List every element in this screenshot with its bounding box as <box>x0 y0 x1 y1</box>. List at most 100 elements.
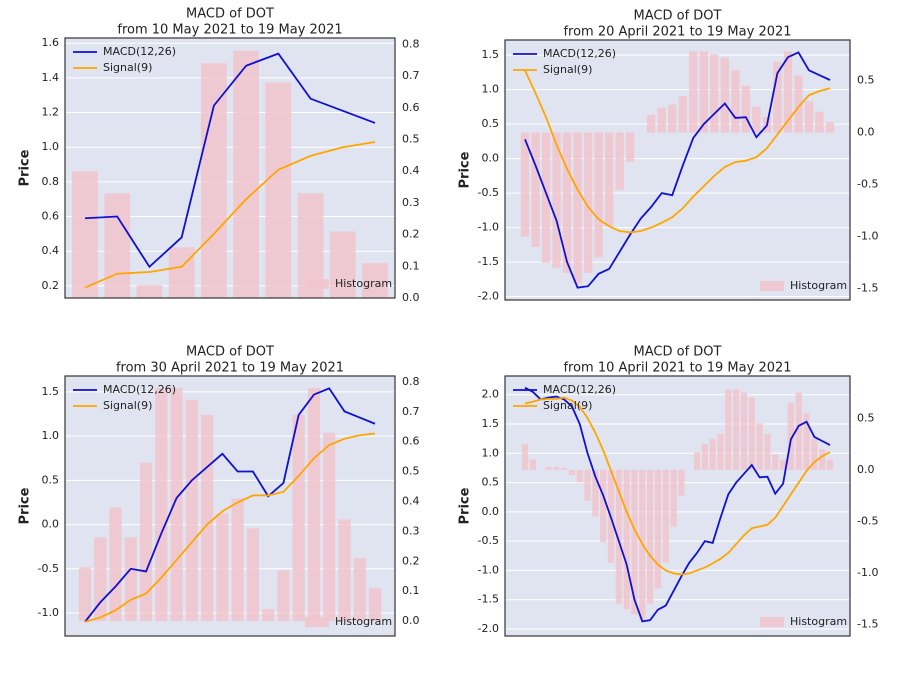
histogram-bar <box>689 51 698 133</box>
series-line <box>524 69 831 234</box>
histogram-bar <box>521 444 529 470</box>
legend-swatch <box>305 279 329 289</box>
histogram-bar <box>693 452 701 470</box>
y2-tick-label: -0.5 <box>857 178 878 191</box>
legend-label: Signal(9) <box>543 399 592 412</box>
histogram-bar <box>678 96 687 133</box>
chart-title: MACD of DOT <box>186 345 274 360</box>
y-tick-label: 0.5 <box>482 117 500 130</box>
histogram-bar <box>733 389 740 470</box>
y2-tick-label: 0.2 <box>402 554 420 567</box>
y-tick-label: 0.5 <box>42 473 60 486</box>
y-tick-label: -2.0 <box>478 622 499 635</box>
y2-tick-label: 0.4 <box>402 164 420 177</box>
histogram-bar <box>307 387 321 622</box>
y-tick-label: -1.5 <box>478 593 499 606</box>
series-line <box>84 387 376 623</box>
y2-tick-label: 0.6 <box>402 435 420 448</box>
legend-swatch <box>760 617 784 627</box>
histogram-bar <box>709 438 716 470</box>
histogram-bar <box>545 466 552 470</box>
y2-tick-label: 0.0 <box>857 126 875 139</box>
plot-frame <box>64 375 396 637</box>
y-tick-label: -1.0 <box>38 606 59 619</box>
histogram-bar <box>170 387 183 622</box>
histogram-bar <box>699 51 708 133</box>
histogram-bar <box>764 433 771 470</box>
histogram-bar <box>155 387 168 622</box>
histogram-bar <box>323 432 336 622</box>
histogram-bar <box>752 106 761 133</box>
y-tick-label: 0.0 <box>482 152 500 165</box>
histogram-bar <box>748 397 755 470</box>
histogram-bar <box>670 469 677 527</box>
histogram-bar <box>520 132 530 237</box>
histogram-bar <box>78 567 92 622</box>
y2-tick-label: 0.7 <box>402 69 420 82</box>
y-tick-label: 1.6 <box>42 36 60 49</box>
histogram-bar <box>615 132 624 190</box>
histogram-bar <box>662 469 669 563</box>
y-axis-label: Price <box>18 149 33 186</box>
legend-label: Signal(9) <box>543 63 592 76</box>
y2-tick-label: 0.0 <box>402 291 420 304</box>
histogram-bar <box>678 469 685 496</box>
y-tick-label: 1.0 <box>42 429 60 442</box>
histogram-bar <box>794 75 803 133</box>
histogram-bar <box>338 519 351 622</box>
legend-label: Histogram <box>335 615 392 628</box>
histogram-bar <box>201 63 227 299</box>
series-line <box>524 386 831 623</box>
plot-area <box>505 40 850 300</box>
legend-label: Histogram <box>335 277 392 290</box>
plot-frame <box>504 375 851 637</box>
legend-label: MACD(12,26) <box>103 383 176 396</box>
y-tick-label: -1.5 <box>478 255 499 268</box>
chart-subtitle: from 30 April 2021 to 19 May 2021 <box>116 361 344 376</box>
histogram-bar <box>811 438 818 470</box>
y2-tick-label: 0.2 <box>402 228 420 241</box>
y-tick-label: -1.0 <box>478 563 499 576</box>
histogram-bar <box>529 459 536 470</box>
histogram-bar <box>741 85 751 133</box>
y-tick-label: 1.2 <box>42 106 60 119</box>
histogram-bar <box>825 122 835 133</box>
y2-tick-label: 0.5 <box>857 74 875 87</box>
y-tick-label: 0.8 <box>42 175 60 188</box>
y2-tick-label: 0.3 <box>402 524 420 537</box>
histogram-bar <box>615 469 622 605</box>
histogram-bar <box>584 469 591 501</box>
histogram-bar <box>740 392 748 470</box>
y-tick-label: -0.5 <box>478 186 499 199</box>
legend-label: Histogram <box>790 615 847 628</box>
legend-label: MACD(12,26) <box>103 45 176 58</box>
histogram-bar <box>787 402 795 470</box>
histogram-bar <box>657 107 666 133</box>
histogram-bar <box>623 469 630 610</box>
histogram-bar <box>600 469 607 543</box>
legend-label: MACD(12,26) <box>543 383 616 396</box>
histogram-bar <box>826 459 834 470</box>
histogram-bar <box>329 231 356 298</box>
histogram-bar <box>592 469 599 517</box>
histogram-bar <box>815 111 824 133</box>
y2-tick-label: -1.0 <box>857 230 878 243</box>
histogram-bar <box>104 193 131 298</box>
histogram-bar <box>168 247 195 298</box>
chart-subtitle: from 20 April 2021 to 19 May 2021 <box>563 25 791 40</box>
y-tick-label: 0.5 <box>482 476 500 489</box>
y-tick-label: 1.5 <box>42 385 60 398</box>
histogram-bar <box>803 413 810 470</box>
y2-tick-label: -1.5 <box>857 618 878 631</box>
y2-tick-label: 0.0 <box>857 463 875 476</box>
histogram-bar <box>819 449 826 470</box>
histogram-bar <box>594 132 603 258</box>
y2-tick-label: 0.8 <box>402 375 420 388</box>
series-line <box>84 141 376 289</box>
y-axis-label: Price <box>18 487 33 524</box>
histogram-bar <box>109 507 122 622</box>
y-axis-label: Price <box>458 151 473 188</box>
